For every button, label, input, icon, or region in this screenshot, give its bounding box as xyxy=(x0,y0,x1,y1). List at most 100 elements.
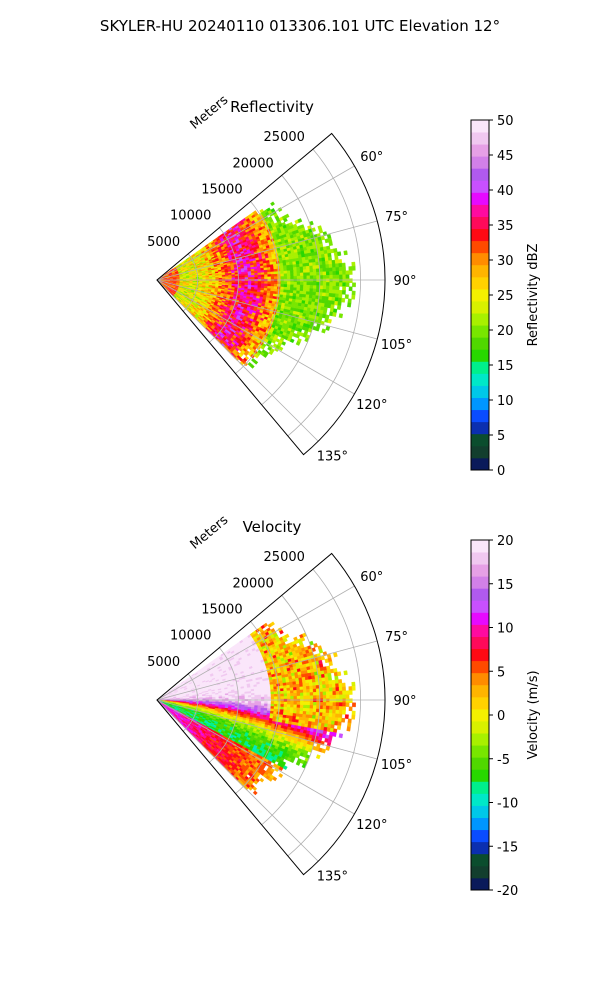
colorbar-swatch xyxy=(471,612,489,625)
range-ring-20000 xyxy=(261,595,321,826)
colorbar-swatch xyxy=(471,421,489,435)
range-axis-label: Meters xyxy=(188,513,232,553)
colorbar-swatch xyxy=(471,325,489,338)
azimuth-tick-label: 60° xyxy=(360,150,383,165)
colorbar-swatch xyxy=(471,252,489,266)
colorbar-tick-label: 0 xyxy=(497,464,505,479)
azimuth-tick-label: 90° xyxy=(393,274,416,289)
reflectivity-colorbar: 0 5 10 15 20 25 30 35 40 45 50 Reflectivity dBZ xyxy=(470,114,541,479)
colorbar-swatch xyxy=(471,576,489,589)
azimuth-tick-label: 75° xyxy=(385,210,408,225)
azimuth-gridline-75 xyxy=(156,220,378,281)
data-field xyxy=(159,621,356,796)
colorbar-swatch xyxy=(471,216,489,230)
colorbar-tick-label: -15 xyxy=(497,840,518,855)
azimuth-gridline-120 xyxy=(156,279,355,395)
colorbar-swatch xyxy=(471,337,489,350)
colorbar-swatch xyxy=(471,624,489,637)
colorbar-swatch xyxy=(471,877,489,891)
colorbar-swatch xyxy=(471,349,489,362)
colorbar-swatch xyxy=(471,588,489,601)
colorbar-swatch xyxy=(471,769,489,782)
colorbar-tick-label: 5 xyxy=(497,429,505,444)
colorbar-swatch xyxy=(471,433,489,447)
colorbar-swatch xyxy=(471,745,489,758)
colorbar-swatch xyxy=(471,853,489,867)
velocity-colorbar: -20 -15 -10 -5 0 5 10 15 20 Velocity (m/s) xyxy=(470,534,541,899)
colorbar-swatch xyxy=(471,817,489,831)
sector-outline xyxy=(156,552,386,876)
colorbar-tick-label: 35 xyxy=(497,219,514,234)
colorbar-tick-label: 5 xyxy=(497,665,505,680)
colorbar-swatch xyxy=(471,373,489,386)
range-tick-label: 5000 xyxy=(147,235,180,250)
colorbar-swatch xyxy=(471,397,489,411)
colorbar-swatch xyxy=(471,660,489,674)
subplot-title: Velocity xyxy=(243,518,302,536)
colorbar-tick-label: 45 xyxy=(497,149,514,164)
sector-outline xyxy=(156,132,386,456)
colorbar-swatch xyxy=(471,540,489,553)
colorbar-swatch xyxy=(471,708,489,722)
colorbar-swatch xyxy=(471,552,489,565)
range-tick-label: 5000 xyxy=(147,655,180,670)
colorbar-tick-label: 25 xyxy=(497,289,514,304)
colorbar-swatch xyxy=(471,684,489,698)
colorbar-swatch xyxy=(471,361,489,374)
colorbar-swatch xyxy=(471,120,489,133)
colorbar-swatch xyxy=(471,829,489,843)
colorbar-swatch xyxy=(471,445,489,459)
reflectivity-panel: 60° 75° 90° 105° 120° 135° 5000 10000 15000 20000… xyxy=(147,93,416,465)
azimuth-tick-label: 135° xyxy=(317,869,348,884)
colorbar-swatch xyxy=(471,156,489,169)
colorbar-swatch xyxy=(471,564,489,577)
colorbar-swatch xyxy=(471,144,489,157)
azimuth-gridline-120 xyxy=(156,699,355,815)
colorbar-tick-label: 20 xyxy=(497,534,514,549)
azimuth-tick-label: 60° xyxy=(360,570,383,585)
azimuth-gridline-60 xyxy=(156,585,355,701)
range-ring-20000 xyxy=(261,175,321,406)
colorbar-swatch xyxy=(471,409,489,423)
colorbar-swatch xyxy=(471,721,489,734)
azimuth-gridline-105 xyxy=(156,279,378,340)
colorbar-swatch xyxy=(471,672,489,686)
colorbar-tick-label: -5 xyxy=(497,753,510,768)
colorbar-swatch xyxy=(471,696,489,710)
azimuth-gridline-135 xyxy=(156,699,319,862)
colorbar-tick-label: 30 xyxy=(497,254,514,269)
colorbar-tick-label: -10 xyxy=(497,797,518,812)
colorbar-tick-label: 10 xyxy=(497,622,514,637)
colorbar-swatch xyxy=(471,600,489,613)
azimuth-gridline-135 xyxy=(156,279,319,442)
range-tick-label: 10000 xyxy=(170,209,211,224)
colorbar-swatch xyxy=(471,204,489,217)
azimuth-tick-label: 120° xyxy=(356,398,387,413)
range-ring-15000 xyxy=(235,201,280,374)
azimuth-tick-label: 135° xyxy=(317,449,348,464)
range-ring-10000 xyxy=(209,227,239,343)
colorbar-swatch xyxy=(471,228,489,242)
colorbar-swatch xyxy=(471,733,489,746)
figure-title: SKYLER-HU 20240110 013306.101 UTC Elevat… xyxy=(100,17,500,35)
colorbar-swatch xyxy=(471,793,489,806)
colorbar-tick-label: 10 xyxy=(497,394,514,409)
colorbar-tick-label: 40 xyxy=(497,184,514,199)
colorbar-swatch xyxy=(471,385,489,398)
colorbar-swatch xyxy=(471,781,489,794)
colorbar-tick-label: 15 xyxy=(497,578,514,593)
colorbar-tick-label: 15 xyxy=(497,359,514,374)
range-tick-label: 15000 xyxy=(201,603,242,618)
colorbar-swatch xyxy=(471,132,489,145)
velocity-panel: 60° 75° 90° 105° 120° 135° 5000 10000 15000 20000… xyxy=(147,513,416,885)
range-tick-label: 25000 xyxy=(264,130,305,145)
colorbar-tick-label: -20 xyxy=(497,884,518,899)
colorbar-swatch xyxy=(471,841,489,855)
colorbar-swatch xyxy=(471,636,489,650)
azimuth-tick-label: 75° xyxy=(385,630,408,645)
range-tick-label: 20000 xyxy=(232,576,273,591)
subplot-title: Reflectivity xyxy=(230,98,314,116)
range-tick-label: 15000 xyxy=(201,183,242,198)
colorbar-label: Reflectivity dBZ xyxy=(526,244,541,347)
colorbar-swatch xyxy=(471,313,489,326)
